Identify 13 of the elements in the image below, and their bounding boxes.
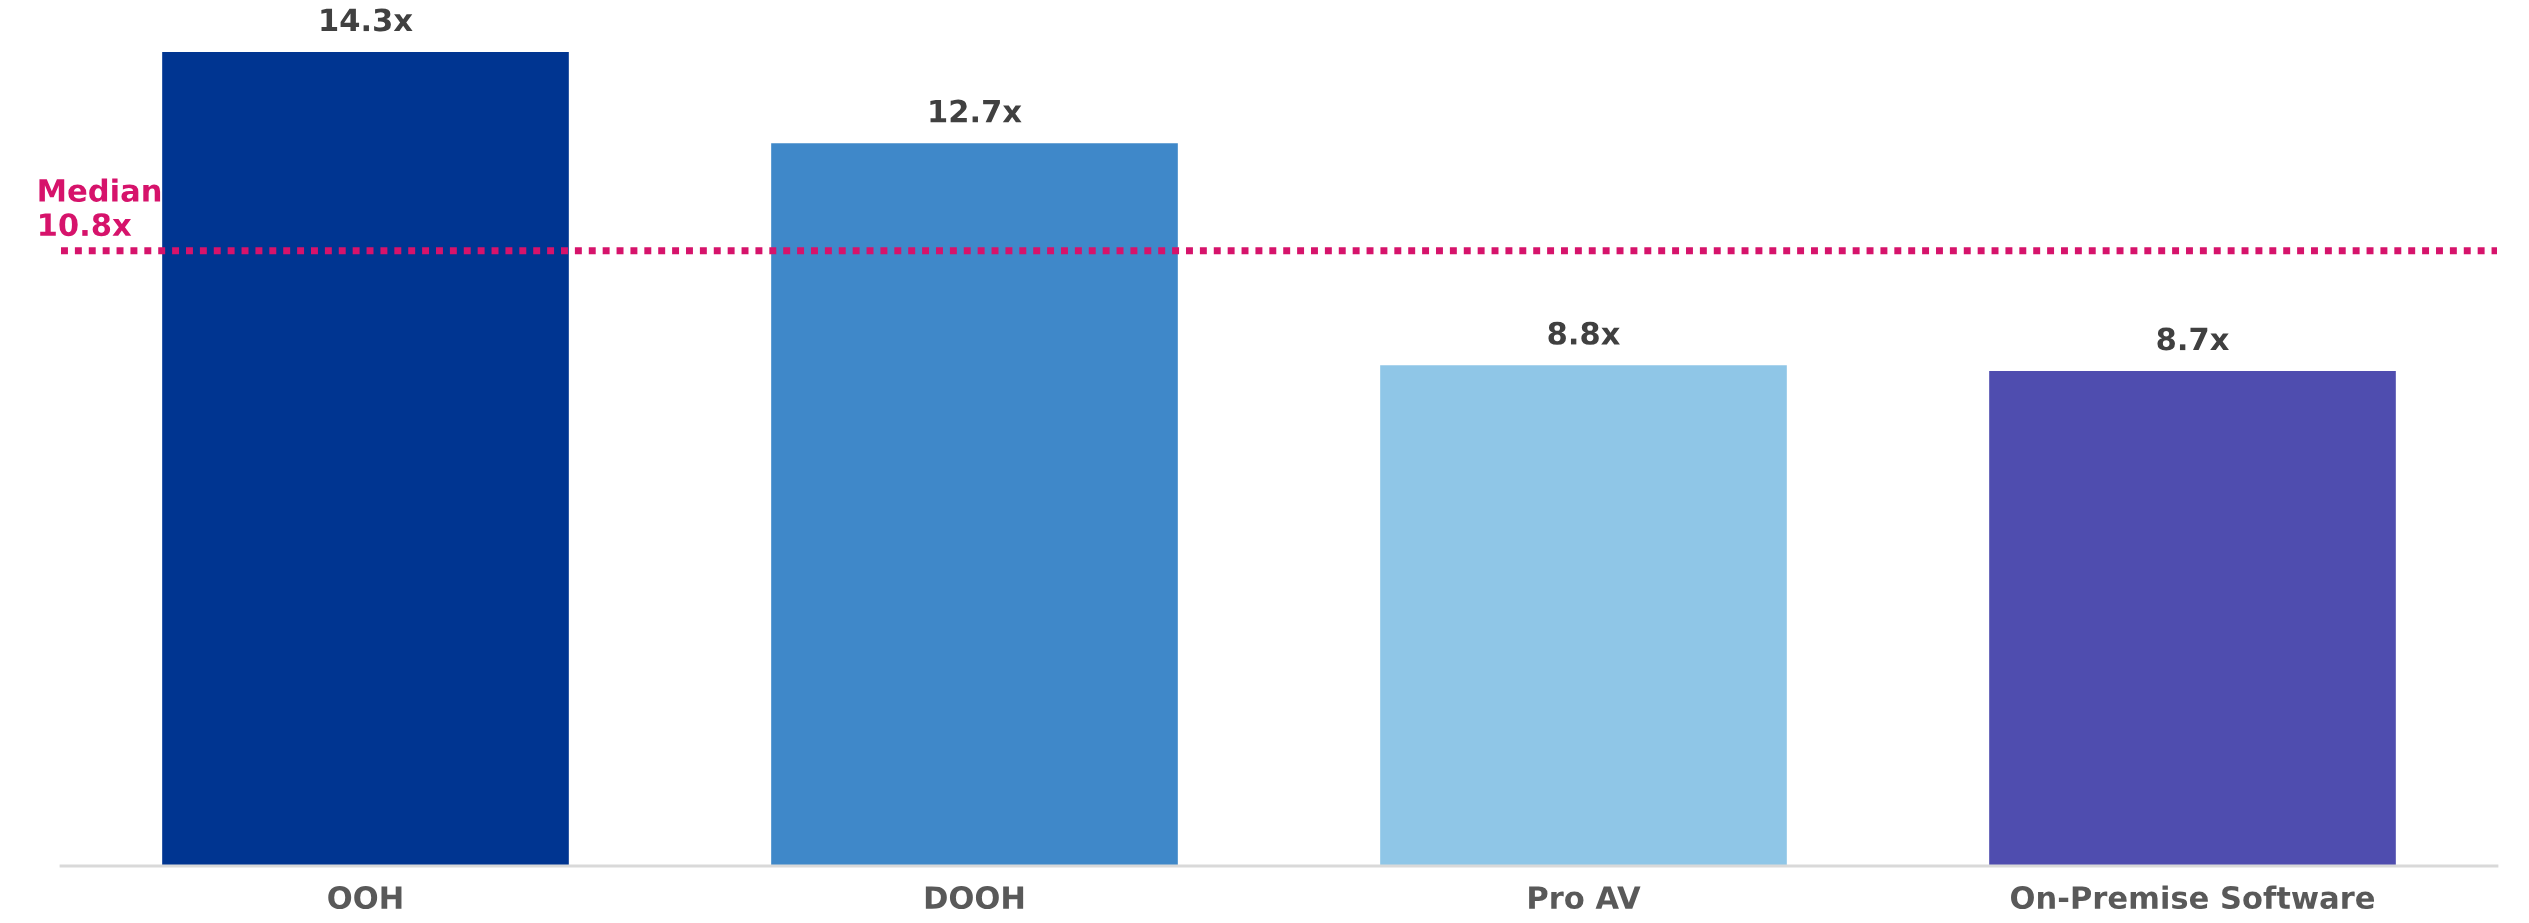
data-label: 12.7x <box>930 99 1022 123</box>
data-label: 8.8x <box>1548 321 1620 345</box>
x-tick-label: On-Premise Software <box>2011 885 2375 910</box>
x-tick-label: DOOH <box>925 885 1024 910</box>
ref-line-label: Median 10.8x <box>39 178 161 237</box>
x-tick-label: Pro AV <box>1529 886 1641 910</box>
bar <box>160 50 571 866</box>
data-label: 8.7x <box>2157 327 2229 351</box>
bar <box>769 141 1180 866</box>
bar <box>1378 363 1789 866</box>
x-tick-label: OOH <box>328 885 402 910</box>
data-label: 14.3x <box>321 8 413 32</box>
bar <box>1987 369 2398 866</box>
